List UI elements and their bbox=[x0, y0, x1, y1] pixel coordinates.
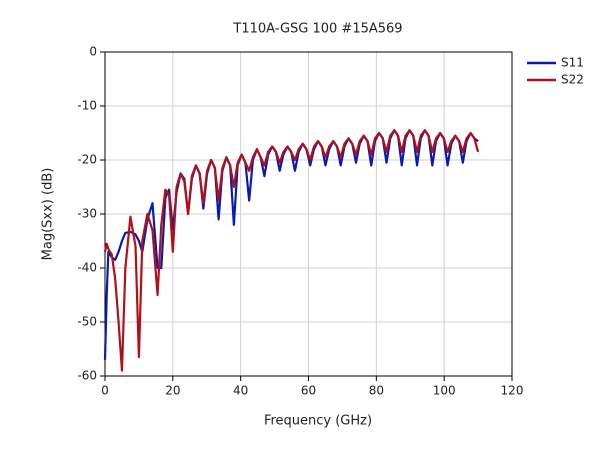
x-axis-label: Frequency (GHz) bbox=[264, 414, 372, 429]
x-tick-label: 80 bbox=[369, 384, 384, 398]
y-axis-label: Mag(Sxx) (dB) bbox=[41, 168, 56, 261]
plot-frame bbox=[104, 51, 513, 377]
x-tick-label: 40 bbox=[233, 384, 248, 398]
y-tick-label: -10 bbox=[77, 99, 97, 113]
x-tick-label: 100 bbox=[433, 384, 456, 398]
y-tick-label: 0 bbox=[89, 45, 97, 59]
x-tick-label: 20 bbox=[165, 384, 180, 398]
x-tick-label: 120 bbox=[501, 384, 524, 398]
legend-label: S11 bbox=[561, 56, 584, 70]
legend-label: S22 bbox=[561, 73, 584, 87]
series-line bbox=[103, 129, 480, 372]
y-tick-label: -30 bbox=[77, 207, 97, 221]
x-tick-label: 60 bbox=[301, 384, 316, 398]
y-tick-label: -60 bbox=[77, 369, 97, 383]
y-tick-label: -20 bbox=[77, 153, 97, 167]
y-tick-label: -50 bbox=[77, 315, 97, 329]
y-tick-label: -40 bbox=[77, 261, 97, 275]
x-tick-label: 0 bbox=[101, 384, 109, 398]
chart-title: T110A-GSG 100 #15A569 bbox=[232, 22, 402, 37]
